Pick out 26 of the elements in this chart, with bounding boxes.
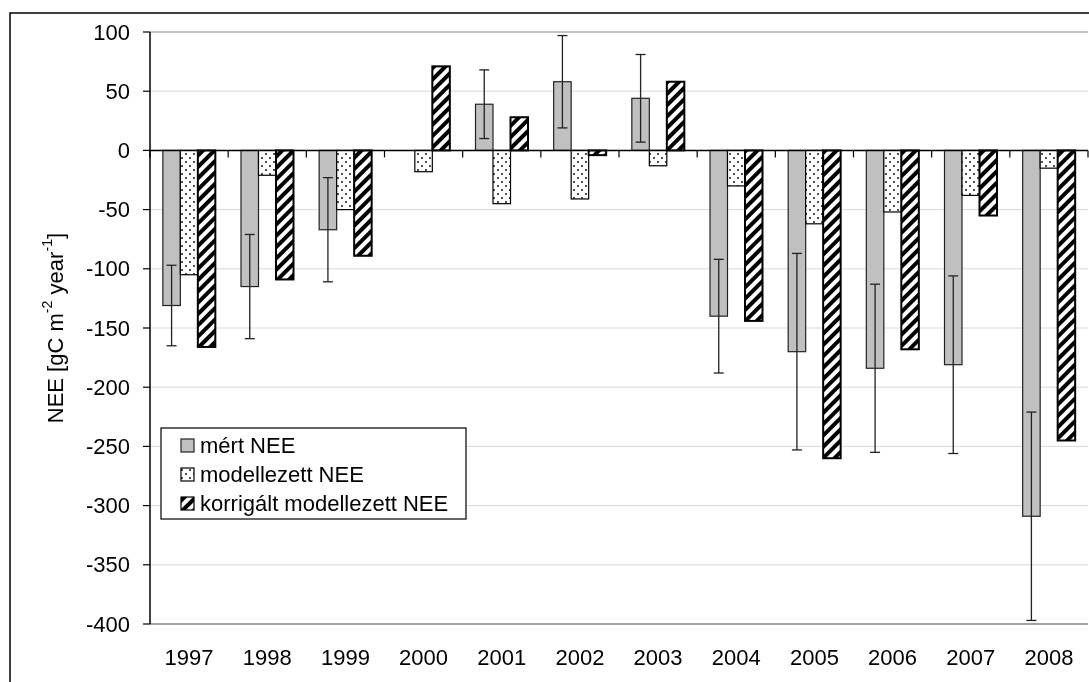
x-tick-label: 2002 — [555, 645, 605, 670]
y-tick-label: -400 — [85, 611, 130, 637]
y-tick-label: 50 — [105, 78, 130, 104]
y-tick-label: -200 — [85, 374, 130, 400]
y-tick-label: -150 — [85, 315, 130, 341]
x-tick-label: 2003 — [633, 645, 683, 670]
legend-label: korrigált modellezett NEE — [200, 491, 449, 516]
y-tick-label: -300 — [85, 493, 130, 519]
x-tick-label: 2008 — [1024, 645, 1074, 670]
x-tick-label: 2005 — [789, 645, 839, 670]
x-tick-label: 2004 — [711, 645, 761, 670]
x-tick-label: 2000 — [399, 645, 449, 670]
y-tick-label: -50 — [98, 197, 130, 223]
legend-label: modellezett NEE — [200, 462, 364, 487]
y-tick-label: -100 — [85, 256, 130, 282]
x-tick-label: 2001 — [477, 645, 527, 670]
x-tick-label: 2006 — [868, 645, 918, 670]
x-tick-label: 1997 — [164, 645, 214, 670]
x-tick-label: 2007 — [946, 645, 996, 670]
y-tick-label: -250 — [85, 433, 130, 459]
y-tick-label: -350 — [85, 552, 130, 578]
x-tick-label: 1998 — [242, 645, 292, 670]
legend-label: mért NEE — [200, 433, 296, 458]
x-tick-label: 1999 — [320, 645, 370, 670]
y-tick-label: 100 — [93, 19, 130, 45]
y-tick-label: 0 — [117, 137, 130, 163]
